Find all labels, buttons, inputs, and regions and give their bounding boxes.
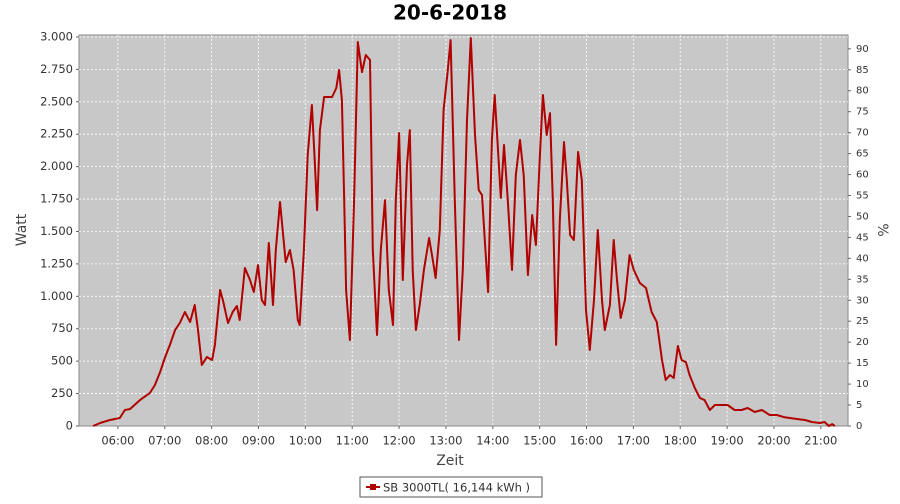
y2-tick-label: 25 (856, 316, 869, 327)
x-tick-label: 06:00 (101, 434, 134, 448)
chart-title: 20-6-2018 (393, 1, 507, 25)
y-tick-label: 500 (51, 354, 73, 368)
x-axis-title: Zeit (436, 453, 464, 469)
x-tick-label: 13:00 (429, 434, 462, 448)
y2-tick-label: 75 (856, 107, 869, 118)
x-tick-label: 15:00 (523, 434, 556, 448)
y2-tick-label: 60 (856, 170, 869, 181)
y2-tick-label: 85 (856, 65, 869, 76)
x-tick-label: 17:00 (617, 434, 650, 448)
y2-tick-label: 5 (856, 400, 862, 411)
y2-tick-label: 15 (856, 358, 869, 369)
y2-tick-label: 90 (856, 44, 869, 55)
data-line (92, 37, 836, 427)
y2-axis-title: % (874, 223, 890, 236)
x-tick-label: 09:00 (242, 434, 275, 448)
x-tick-label: 20:00 (757, 434, 790, 448)
y2-tick-label: 30 (856, 295, 869, 306)
y-axis-title: Watt (14, 213, 30, 246)
y2-tick-label: 20 (856, 337, 869, 348)
x-tick-label: 14:00 (476, 434, 509, 448)
y2-tick-label: 80 (856, 86, 869, 97)
x-tick-label: 08:00 (195, 434, 228, 448)
y2-tick-label: 70 (856, 128, 869, 139)
y-tick-label: 1.000 (40, 289, 73, 303)
y2-tick-label: 40 (856, 253, 869, 264)
y-tick-label: 250 (51, 386, 73, 400)
legend-marker (370, 484, 376, 490)
x-tick-label: 16:00 (570, 434, 603, 448)
legend-label: SB 3000TL( 16,144 kWh ) (383, 481, 530, 495)
y-tick-label: 1.250 (40, 256, 73, 270)
legend-box (359, 476, 543, 498)
y-tick-label: 2.750 (40, 62, 73, 76)
x-tick-label: 18:00 (664, 434, 697, 448)
y2-tick-label: 50 (856, 211, 869, 222)
y-tick-label: 2.000 (40, 159, 73, 173)
y2-tick-label: 45 (856, 232, 869, 243)
x-tick-label: 10:00 (289, 434, 322, 448)
y2-tick-label: 55 (856, 191, 869, 202)
y-tick-label: 1.750 (40, 192, 73, 206)
y2-tick-label: 35 (856, 274, 869, 285)
x-tick-label: 21:00 (804, 434, 837, 448)
y2-tick-label: 10 (856, 379, 869, 390)
y-tick-label: 2.250 (40, 127, 73, 141)
y2-tick-label: 0 (856, 421, 862, 432)
legend: SB 3000TL( 16,144 kWh ) (359, 476, 543, 498)
x-tick-label: 12:00 (382, 434, 415, 448)
x-tick-label: 11:00 (336, 434, 369, 448)
y-tick-label: 3.000 (40, 29, 73, 43)
x-tick-label: 07:00 (148, 434, 181, 448)
y-tick-label: 0 (66, 419, 73, 433)
y-tick-label: 750 (51, 321, 73, 335)
y-tick-label: 1.500 (40, 224, 73, 238)
x-tick-label: 19:00 (711, 434, 744, 448)
y2-tick-label: 65 (856, 149, 869, 160)
y-tick-label: 2.500 (40, 94, 73, 108)
